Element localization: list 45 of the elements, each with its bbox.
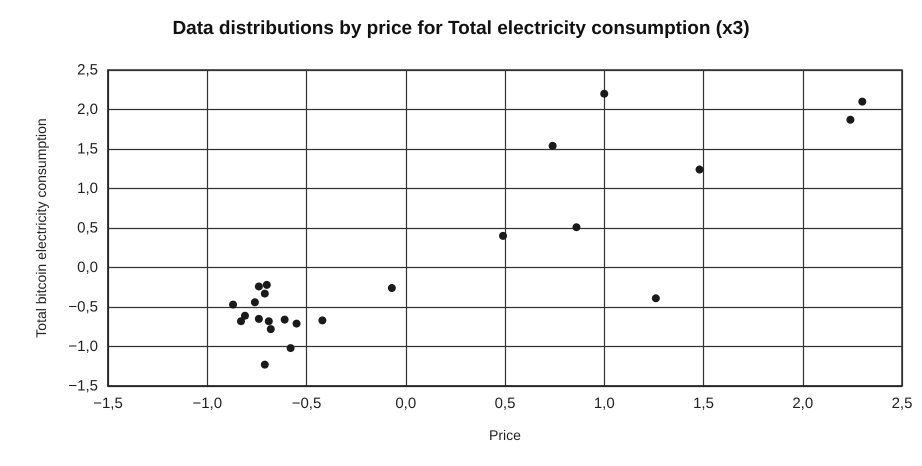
y-tick-label: 2,5 <box>77 62 98 78</box>
point <box>254 314 263 323</box>
x-tick-label: 1,0 <box>594 395 615 412</box>
point <box>600 90 608 98</box>
point <box>260 290 269 298</box>
x-tick-label: 1,5 <box>693 395 714 412</box>
y-tick-label: −1,0 <box>68 338 98 355</box>
point <box>264 317 273 326</box>
point <box>262 280 271 289</box>
point <box>846 116 854 124</box>
y-tick-label: 0,0 <box>77 259 98 276</box>
point <box>318 316 326 324</box>
point <box>280 316 289 324</box>
x-tick-label: 2,5 <box>892 395 912 412</box>
point <box>292 320 301 328</box>
point <box>260 360 269 369</box>
point <box>254 282 263 290</box>
point <box>237 317 245 326</box>
point <box>652 294 660 302</box>
y-tick-label: 0,5 <box>77 220 98 236</box>
point <box>548 142 557 150</box>
y-axis-title: Total bitcoin electricity consumption <box>33 118 49 338</box>
point <box>499 232 508 240</box>
y-tick-label: 2,0 <box>77 101 98 118</box>
x-tick-label: 0,0 <box>395 395 416 412</box>
y-tick-label: 1,5 <box>77 140 98 158</box>
y-tick-label: 1,0 <box>77 180 98 197</box>
x-tick-label: −0,5 <box>292 395 322 412</box>
point <box>286 344 295 352</box>
point <box>858 98 866 106</box>
y-tick-label: −1,5 <box>68 378 98 394</box>
point <box>250 298 259 306</box>
point <box>229 300 238 309</box>
point <box>572 223 580 232</box>
x-tick-label: −1,0 <box>192 395 222 412</box>
x-tick-label: 0,5 <box>494 395 516 412</box>
point <box>696 166 704 174</box>
x-axis-title: Price <box>489 427 522 443</box>
point <box>240 312 249 320</box>
y-tick-label: −0,5 <box>68 298 98 316</box>
point <box>266 325 275 334</box>
chart-title: Data distributions by price for Total electricity consumption (x3) <box>172 18 750 39</box>
point <box>388 284 396 292</box>
x-tick-label: −1,5 <box>93 395 123 412</box>
x-tick-label: 2,0 <box>792 395 814 412</box>
